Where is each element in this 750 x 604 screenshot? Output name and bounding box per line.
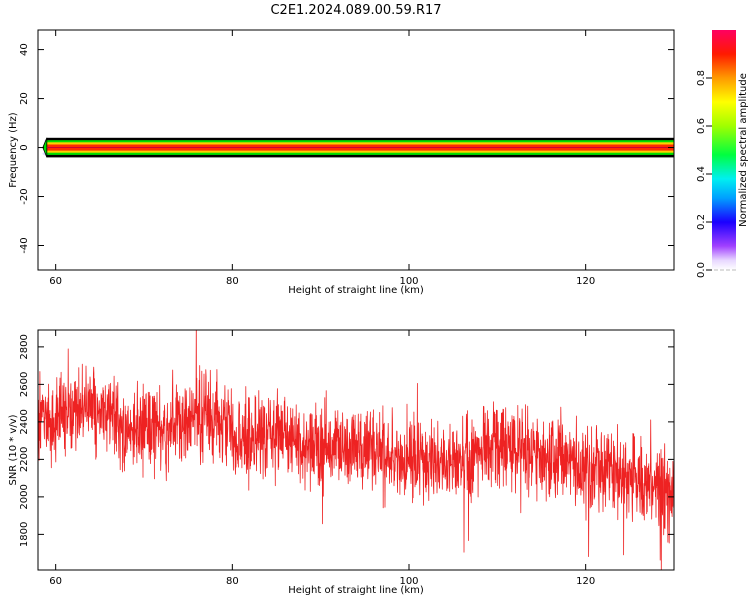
ridge-start-cap bbox=[42, 137, 48, 158]
y-tick-label: 2000 bbox=[19, 484, 30, 509]
y-tick-label: 2800 bbox=[19, 334, 30, 359]
spectrogram-x-ticks: 60 80 100 120 bbox=[49, 30, 595, 287]
x-tick-label: 60 bbox=[49, 576, 62, 587]
y-tick-label: 0 bbox=[19, 144, 30, 150]
x-tick-label: 100 bbox=[399, 576, 418, 587]
snr-x-ticks: 60 80 100 120 bbox=[49, 330, 595, 587]
y-tick-label: 20 bbox=[19, 92, 30, 105]
x-tick-label: 60 bbox=[49, 276, 62, 287]
snr-y-ticks: 1800 2000 2200 2400 2600 2800 bbox=[19, 334, 674, 547]
spectrogram-frame bbox=[37, 29, 675, 271]
x-tick-label: 80 bbox=[226, 276, 239, 287]
x-tick-label: 80 bbox=[226, 576, 239, 587]
y-tick-label: 1800 bbox=[19, 522, 30, 547]
colorbar-tick-label: 0.2 bbox=[696, 214, 707, 230]
snr-line bbox=[38, 330, 674, 570]
spectrogram-y-ticks: 40 20 0 -20 -40 bbox=[19, 43, 674, 254]
y-tick-label: 2400 bbox=[19, 409, 30, 434]
spectral-ridge bbox=[42, 137, 674, 158]
snr-y-axis-label: SNR (10 * v/v) bbox=[8, 414, 19, 485]
colorbar-tick-label: 0.4 bbox=[696, 166, 707, 182]
snr-panel: 60 80 100 120 1800 2000 2200 2400 2600 2800 Heig… bbox=[8, 329, 675, 596]
y-tick-label: -20 bbox=[19, 188, 30, 204]
colorbar-tick-label: 0.0 bbox=[696, 262, 707, 278]
figure-title: C2E1.2024.089.00.59.R17 bbox=[270, 3, 441, 18]
colorbar-tick-label: 0.8 bbox=[696, 70, 707, 86]
x-tick-label: 120 bbox=[576, 576, 595, 587]
y-tick-label: -40 bbox=[19, 237, 30, 253]
spectrogram-x-axis-label: Height of straight line (km) bbox=[288, 285, 424, 296]
x-tick-label: 100 bbox=[399, 276, 418, 287]
snr-x-axis-label: Height of straight line (km) bbox=[288, 585, 424, 596]
y-tick-label: 2200 bbox=[19, 447, 30, 472]
y-tick-label: 40 bbox=[19, 43, 30, 56]
colorbar-label: Normalized spectral amplitude bbox=[738, 73, 749, 227]
colorbar: 0.0 0.2 0.4 0.6 0.8 Normalized spectral ampl… bbox=[696, 30, 749, 278]
y-tick-label: 2600 bbox=[19, 372, 30, 397]
spectrogram-y-axis-label: Frequency (Hz) bbox=[8, 112, 19, 188]
snr-series bbox=[38, 330, 674, 570]
colorbar-scale bbox=[712, 30, 736, 270]
snr-frame bbox=[37, 329, 675, 571]
colorbar-ticks: 0.0 0.2 0.4 0.6 0.8 bbox=[696, 70, 736, 278]
x-tick-label: 120 bbox=[576, 276, 595, 287]
colorbar-tick-label: 0.6 bbox=[696, 118, 707, 134]
spectrogram-panel: 60 80 100 120 40 20 0 -20 -40 Height of straigh… bbox=[8, 29, 675, 296]
